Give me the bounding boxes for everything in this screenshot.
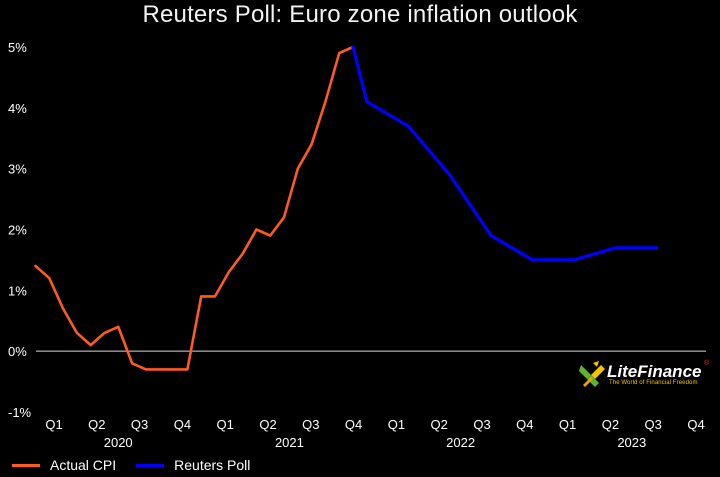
litefinance-logo: LiteFinance ® The World of Financial Fre… (577, 357, 717, 391)
y-tick-label: 0% (8, 344, 27, 359)
legend-swatch-reuters-poll (136, 463, 165, 467)
y-tick-label: 5% (8, 40, 27, 55)
legend: Actual CPI Reuters Poll (12, 455, 270, 475)
x-tick-label-quarter: Q2 (602, 417, 619, 432)
x-tick-label-quarter: Q3 (473, 417, 490, 432)
x-tick-label-quarter: Q3 (302, 417, 319, 432)
x-tick-label-quarter: Q1 (388, 417, 405, 432)
registered-mark: ® (704, 360, 710, 367)
x-tick-label-quarter: Q2 (259, 417, 276, 432)
x-tick-label-quarter: Q4 (345, 417, 362, 432)
x-tick-label-quarter: Q3 (131, 417, 148, 432)
y-tick-label: 4% (8, 101, 27, 116)
series-layer (34, 45, 659, 371)
x-tick-label-quarter: Q1 (217, 417, 234, 432)
series-line-actual-cpi (34, 45, 355, 371)
x-tick-label-year: 2022 (446, 435, 475, 450)
legend-item-actual-cpi: Actual CPI (12, 457, 116, 473)
litefinance-brand-name: LiteFinance (607, 362, 702, 381)
x-tick-label-quarter: Q4 (174, 417, 191, 432)
x-tick-label-year: 2020 (104, 435, 133, 450)
x-tick-label-quarter: Q4 (516, 417, 533, 432)
x-tick-label-quarter: Q1 (45, 417, 62, 432)
x-tick-label-year: 2023 (617, 435, 646, 450)
y-tick-label: 3% (8, 162, 27, 177)
legend-swatch-actual-cpi (12, 463, 40, 467)
litefinance-tagline: The World of Financial Freedom (609, 380, 698, 386)
x-tick-label-year: 2021 (275, 435, 304, 450)
legend-label-reuters-poll: Reuters Poll (174, 457, 251, 473)
y-tick-label: 2% (8, 223, 27, 238)
legend-item-reuters-poll: Reuters Poll (136, 457, 250, 473)
y-tick-label: 1% (8, 283, 27, 298)
legend-label-actual-cpi: Actual CPI (50, 457, 117, 473)
x-tick-label-quarter: Q2 (88, 417, 105, 432)
y-tick-label: -1% (8, 405, 32, 420)
x-axis: Q1 Q2 Q3 Q4 Q1 Q2 Q3 Q4 Q1 Q2 Q3 Q4 Q1 Q2 Q3 Q4 2020 2021… (45, 417, 704, 450)
x-tick-label-quarter: Q2 (431, 417, 448, 432)
y-axis: 5% 4% 3% 2% 1% 0% -1% (8, 40, 32, 420)
x-tick-label-quarter: Q4 (687, 417, 704, 432)
litefinance-logo-icon (579, 361, 605, 387)
series-line-reuters-poll (351, 45, 659, 262)
x-tick-label-quarter: Q1 (559, 417, 576, 432)
chart-title: Reuters Poll: Euro zone inflation outloo… (142, 1, 578, 28)
x-tick-label-quarter: Q3 (645, 417, 662, 432)
